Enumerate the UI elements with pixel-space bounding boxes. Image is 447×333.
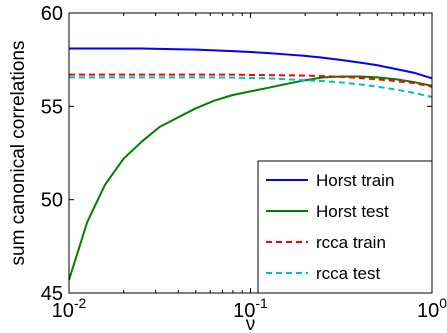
series-line-rcca-test (69, 76, 433, 98)
series-layer (68, 47, 433, 281)
legend-label: rcca test (316, 264, 381, 283)
legend-box (257, 160, 433, 294)
legend-label: rcca train (316, 233, 386, 252)
x-tick-label: 100 (417, 295, 447, 322)
y-tick-label: 50 (41, 190, 63, 212)
series-line-rcca-train (69, 73, 433, 88)
series-line-horst-test (68, 75, 433, 281)
x-axis-label: ν (246, 314, 256, 333)
axes-layer: 45 50 55 60 10-2 10-1 100 (41, 3, 447, 322)
x-tick-label: 10-1 (233, 295, 268, 322)
series-line-horst-train (69, 47, 433, 80)
y-tick-label: 45 (41, 283, 63, 305)
legend-label: Horst test (316, 202, 389, 221)
y-tick-label: 55 (41, 96, 63, 118)
x-tick-label: 10-2 (52, 295, 87, 322)
y-tick-label: 60 (41, 3, 63, 25)
legend: Horst train Horst test rcca train rcca test (257, 160, 433, 294)
legend-label: Horst train (316, 171, 394, 190)
y-axis-label: sum canonical correlations (8, 41, 29, 266)
